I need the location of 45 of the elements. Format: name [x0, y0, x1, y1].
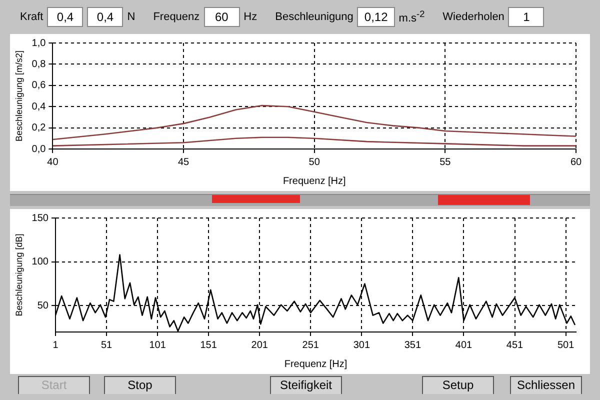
x-axis-title: Frequenz [Hz] — [282, 176, 346, 187]
y-tick-label: 50 — [37, 300, 49, 312]
text: 0,12 — [357, 7, 395, 27]
text: 1 — [508, 7, 544, 27]
y-tick-label: 0,0 — [32, 144, 46, 155]
y-tick-label: 150 — [32, 212, 49, 224]
x-tick-label: 40 — [47, 156, 59, 168]
x-tick-label: 351 — [404, 340, 422, 351]
y-tick-label: 0,4 — [32, 101, 46, 112]
x-tick-label: 501 — [557, 340, 575, 351]
x-tick-label: 60 — [570, 156, 582, 168]
text: Frequenz — [153, 11, 200, 23]
x-tick-label: 201 — [251, 340, 268, 351]
text: Schliessen — [510, 376, 582, 394]
x-tick-label: 151 — [200, 340, 218, 351]
text: Steifigkeit — [270, 376, 342, 394]
text: Hz — [244, 11, 258, 23]
x-tick-label: 50 — [308, 156, 320, 168]
text: m.s$^{-2}$ — [398, 9, 425, 25]
x-tick-label: 401 — [455, 340, 473, 351]
x-tick-label: 45 — [178, 156, 190, 168]
y-tick-label: 1,0 — [32, 38, 46, 49]
y-tick-label: 0,6 — [32, 80, 46, 92]
y-axis-title: Beschleunigung [dB] — [14, 234, 24, 316]
x-tick-label: 55 — [440, 156, 452, 168]
text: 0,4 — [47, 7, 84, 27]
x-tick-label: 251 — [302, 340, 320, 351]
y-axis-title: Beschleunigung [m/s2] — [14, 50, 24, 142]
x-axis-title: Frequenz [Hz] — [284, 358, 348, 370]
y-tick-label: 0,2 — [32, 122, 46, 134]
x-tick-label: 51 — [100, 340, 113, 351]
text: 60 — [204, 7, 240, 27]
text: Stop — [104, 376, 176, 394]
text: Setup — [422, 376, 494, 394]
text: Beschleunigung — [275, 11, 354, 23]
x-tick-label: 1 — [52, 340, 59, 351]
text: Wiederholen — [442, 11, 504, 23]
text: Kraft — [20, 11, 44, 23]
text: N — [127, 11, 136, 23]
x-tick-label: 101 — [149, 340, 166, 351]
y-tick-label: 100 — [32, 256, 49, 268]
x-tick-label: 301 — [353, 340, 370, 351]
x-tick-label: 451 — [506, 340, 524, 351]
text: 0,4 — [87, 7, 124, 27]
y-tick-label: 0,8 — [32, 58, 46, 70]
